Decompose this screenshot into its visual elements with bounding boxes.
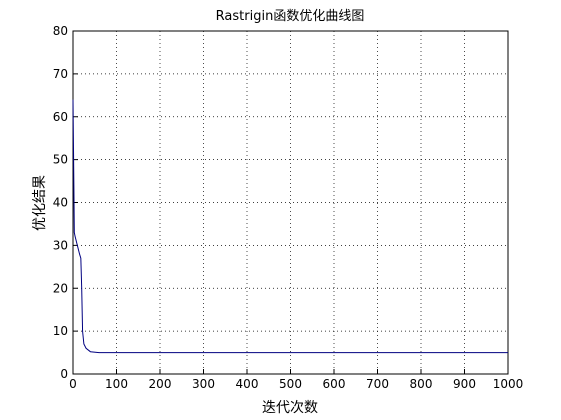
y-tick-label: 0 (60, 367, 68, 381)
x-tick-label: 300 (192, 377, 215, 391)
x-tick-label: 200 (149, 377, 172, 391)
y-tick-label: 80 (53, 24, 68, 38)
x-tick-label: 800 (410, 377, 433, 391)
chart-title: Rastrigin函数优化曲线图 (216, 9, 365, 24)
x-tick-label: 600 (323, 377, 346, 391)
x-tick-label: 1000 (493, 377, 524, 391)
x-tick-label: 900 (453, 377, 476, 391)
y-tick-label: 50 (53, 153, 68, 167)
plot-frame (72, 30, 509, 375)
y-tick-label: 10 (53, 324, 68, 338)
y-tick-label: 70 (53, 67, 68, 81)
y-tick-label: 40 (53, 196, 68, 210)
y-tick-label: 20 (53, 281, 68, 295)
line (72, 99, 508, 354)
x-tick-label: 700 (366, 377, 389, 391)
x-tick-label: 500 (279, 377, 302, 391)
x-tick-label: 0 (69, 377, 77, 391)
y-axis-label: 优化结果 (32, 175, 48, 231)
x-axis-label: 迭代次数 (262, 400, 318, 416)
x-tick-label: 100 (105, 377, 128, 391)
y-tick-label: 60 (53, 110, 68, 124)
x-tick-label: 400 (236, 377, 259, 391)
y-tick-label: 30 (53, 238, 68, 252)
